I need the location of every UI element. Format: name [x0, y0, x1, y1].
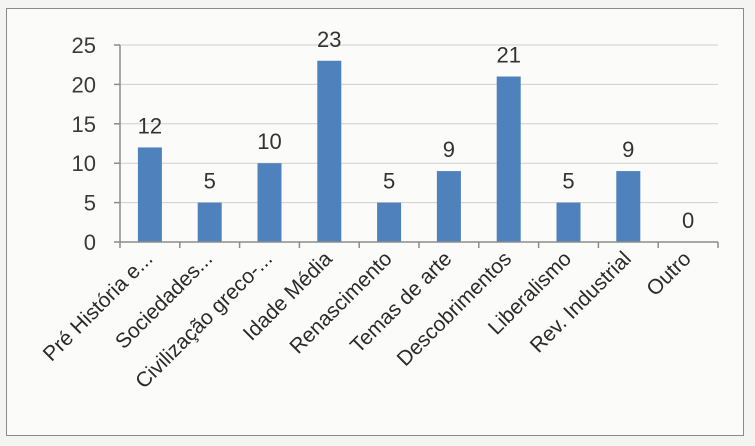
y-tick-label: 25 [72, 33, 96, 58]
data-label: 12 [138, 113, 162, 138]
y-axis-tick-labels: 0 5 10 15 20 25 [72, 33, 96, 255]
data-label: 0 [682, 208, 694, 233]
bar [436, 171, 461, 242]
bars [137, 60, 641, 243]
y-tick-label: 5 [84, 191, 96, 216]
x-category-label: Pré História e... [39, 247, 158, 366]
data-label: 23 [317, 27, 341, 52]
y-tick-label: 0 [84, 230, 96, 255]
x-axis-category-labels: Pré História e...Sociedades...Civilizaçã… [39, 247, 696, 393]
y-tick-label: 20 [72, 72, 96, 97]
data-label: 10 [257, 129, 281, 154]
bar [257, 163, 282, 242]
data-label: 9 [622, 137, 634, 162]
data-label: 5 [383, 169, 395, 194]
bar [496, 76, 521, 243]
bar [616, 171, 641, 242]
bar [197, 202, 222, 242]
axes [114, 44, 719, 248]
data-label: 5 [204, 169, 216, 194]
bar [556, 202, 581, 242]
bar [377, 202, 402, 242]
data-label: 21 [496, 43, 520, 68]
data-labels: 12 5 10 23 5 9 21 5 9 0 [138, 27, 695, 233]
bar [137, 147, 162, 242]
data-label: 9 [443, 137, 455, 162]
x-category-label: Renascimento [285, 247, 396, 358]
y-tick-label: 15 [72, 112, 96, 137]
data-label: 5 [562, 169, 574, 194]
bar [317, 60, 342, 243]
x-category-label: Outro [642, 247, 695, 300]
y-tick-label: 10 [72, 151, 96, 176]
